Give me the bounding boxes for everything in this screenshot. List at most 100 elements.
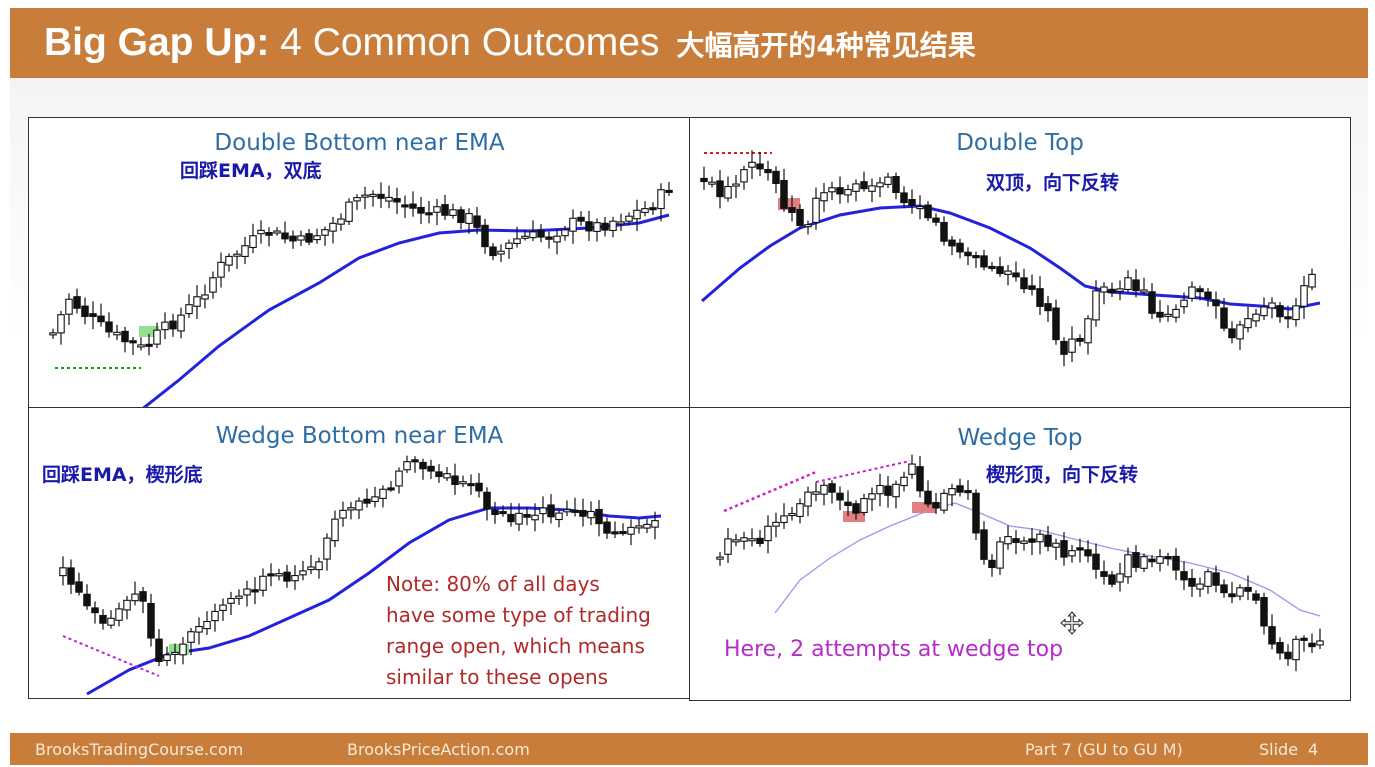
candle-body bbox=[457, 209, 465, 223]
candle-body bbox=[836, 187, 844, 195]
slide-title: Big Gap Up: 4 Common Outcomes 大幅高开的4种常见结… bbox=[44, 22, 976, 67]
candle-body bbox=[828, 187, 836, 193]
candle-body bbox=[860, 181, 868, 190]
candle-body bbox=[1100, 286, 1108, 293]
candle-body bbox=[507, 513, 515, 523]
panel-subtitle-zh: 双顶，向下反转 bbox=[986, 172, 1120, 194]
candle-body bbox=[193, 296, 201, 307]
candle-body bbox=[385, 196, 393, 202]
candle-body bbox=[1108, 574, 1116, 585]
candle-body bbox=[81, 305, 89, 317]
panel-subtitle-zh: 楔形顶，向下反转 bbox=[986, 464, 1139, 486]
candle-body bbox=[820, 192, 828, 202]
candle-body bbox=[1220, 307, 1228, 329]
signal-marker bbox=[139, 326, 159, 337]
candle-body bbox=[932, 501, 940, 509]
wedge-line bbox=[62, 635, 160, 677]
candle-body bbox=[1068, 338, 1076, 353]
candle-body bbox=[529, 231, 537, 239]
candle-body bbox=[465, 213, 473, 224]
candle-body bbox=[988, 265, 996, 270]
candle-body bbox=[425, 212, 433, 216]
candle-body bbox=[177, 314, 185, 332]
footer-website-center[interactable]: BrooksPriceAction.com bbox=[347, 740, 530, 759]
candle-body bbox=[1260, 306, 1268, 317]
candle-body bbox=[219, 604, 227, 611]
candle-body bbox=[1092, 553, 1100, 570]
candle-body bbox=[772, 170, 780, 184]
candle-body bbox=[1124, 554, 1132, 578]
candle-body bbox=[796, 503, 804, 517]
candle-body bbox=[169, 320, 177, 330]
candle-body bbox=[297, 235, 305, 241]
candle-body bbox=[611, 531, 619, 535]
candle-body bbox=[900, 476, 908, 487]
candle-body bbox=[1148, 291, 1156, 314]
candle-body bbox=[361, 194, 369, 198]
candle-body bbox=[227, 597, 235, 604]
candle-body bbox=[65, 298, 73, 315]
candle-body bbox=[996, 541, 1004, 569]
slide-header: Big Gap Up: 4 Common Outcomes 大幅高开的4种常见结… bbox=[10, 8, 1368, 78]
note-line: have some type of trading bbox=[386, 603, 651, 627]
candle-body bbox=[153, 329, 161, 345]
candle-body bbox=[1180, 571, 1188, 581]
candle-body bbox=[409, 203, 417, 209]
candle-body bbox=[1276, 642, 1284, 654]
footer-website-left[interactable]: BrooksTradingCourse.com bbox=[35, 740, 244, 759]
panel-title: Double Top bbox=[956, 130, 1084, 156]
candle-body bbox=[1212, 572, 1220, 586]
candle-body bbox=[1204, 291, 1212, 300]
candle-body bbox=[515, 512, 523, 525]
slide-title-bold: Big Gap Up: bbox=[44, 21, 270, 64]
panel-double-bottom: Double Bottom near EMA 回踩EMA，双底 bbox=[28, 117, 691, 409]
candle-body bbox=[1188, 577, 1196, 587]
panel-subtitle-zh: 回踩EMA，双底 bbox=[180, 160, 322, 182]
candle-body bbox=[555, 512, 563, 521]
candle-body bbox=[483, 491, 491, 510]
candle-body bbox=[553, 235, 561, 243]
candle-body bbox=[627, 526, 635, 535]
candle-body bbox=[609, 220, 617, 232]
candle-body bbox=[267, 573, 275, 577]
candle-body bbox=[505, 242, 513, 250]
candle-body bbox=[281, 232, 289, 240]
candle-body bbox=[788, 207, 796, 214]
candle-body bbox=[499, 511, 507, 515]
candle-body bbox=[105, 321, 113, 333]
candle-body bbox=[1236, 324, 1244, 340]
candle-body bbox=[147, 602, 155, 639]
ema-line bbox=[141, 213, 670, 408]
candle-body bbox=[347, 507, 355, 511]
candle-body bbox=[73, 296, 81, 309]
candle-body bbox=[451, 475, 459, 486]
candle-body bbox=[337, 218, 345, 225]
candle-body bbox=[1036, 288, 1044, 307]
candle-body bbox=[916, 206, 924, 210]
candle-body bbox=[948, 488, 956, 496]
candle-body bbox=[740, 537, 748, 542]
candle-body bbox=[996, 266, 1004, 275]
note-line: range open, which means bbox=[386, 634, 645, 658]
candle-body bbox=[235, 595, 243, 599]
candle-body bbox=[75, 581, 83, 593]
candle-body bbox=[369, 193, 377, 197]
candle-body bbox=[1076, 337, 1084, 342]
candle-body bbox=[563, 509, 571, 513]
candle-body bbox=[1300, 637, 1308, 641]
signal-marker bbox=[169, 644, 189, 655]
candle-body bbox=[587, 510, 595, 519]
candle-body bbox=[1092, 290, 1100, 321]
panel-wedge-bottom: Wedge Bottom near EMA 回踩EMA，楔形底 Note: 80… bbox=[28, 407, 691, 699]
candle-body bbox=[1228, 593, 1236, 598]
candle-body bbox=[273, 230, 281, 234]
candle-body bbox=[868, 185, 876, 192]
wedge-line bbox=[815, 460, 911, 483]
candle-body bbox=[852, 183, 860, 192]
candle-body bbox=[964, 251, 972, 257]
trading-range-note: Note: 80% of all days have some type of … bbox=[386, 569, 651, 693]
candle-body bbox=[1028, 285, 1036, 290]
candle-body bbox=[163, 654, 171, 662]
candle-body bbox=[179, 643, 187, 656]
slide-title-rest: 4 Common Outcomes bbox=[280, 21, 660, 64]
